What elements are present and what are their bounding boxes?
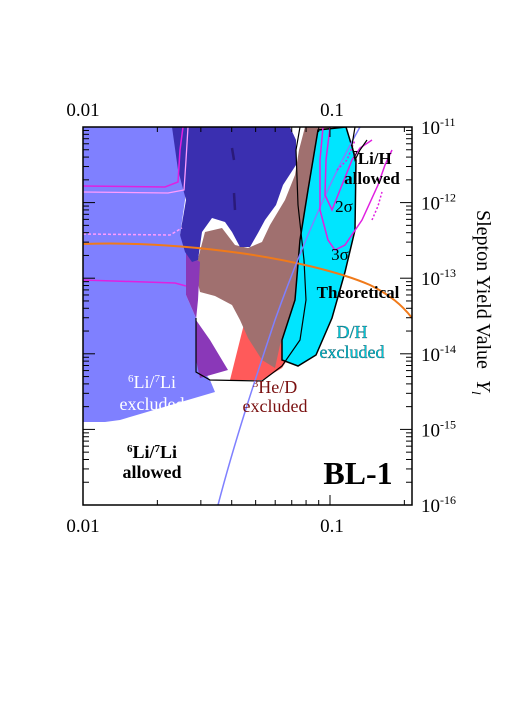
- label-li67-allowed-2: allowed: [122, 462, 181, 482]
- label-he3d-excluded: 3He/D: [253, 377, 298, 397]
- li67-contour-mid: [83, 227, 183, 236]
- region-purple-overlap: [180, 235, 228, 378]
- y-tick-labels: 10-11 10-12 10-13 10-14 10-15 10-16: [421, 115, 456, 517]
- label-he3d-excluded-2: excluded: [243, 396, 308, 416]
- label-li7h-allowed: 7Li/H: [352, 149, 392, 168]
- region-li67-excluded: [83, 127, 215, 422]
- y-axis-label: Slepton Yield Value Yl: [469, 210, 494, 395]
- li7h-contour-2sigma: [324, 127, 373, 212]
- x-tick-label-top-2: 0.1: [320, 100, 344, 121]
- x-ticks: [82, 127, 405, 505]
- li67-contour-upper: [83, 127, 184, 188]
- label-dh-excluded-2: excluded: [320, 342, 385, 362]
- x-tick-label-bottom-1: 0.01: [66, 516, 99, 537]
- y-tick-label: 10-11: [421, 115, 456, 139]
- li67-contour-lower: [83, 279, 187, 287]
- y-tick-label: 10-12: [421, 191, 456, 215]
- label-theoretical: Theoretical: [317, 283, 400, 302]
- dark-mark: [232, 192, 237, 211]
- y-tick-label: 10-15: [421, 417, 456, 441]
- y-tick-label: 10-16: [421, 493, 456, 517]
- label-li67-excluded: 6Li/7Li: [128, 372, 176, 392]
- x-tick-label-bottom-2: 0.1: [320, 516, 344, 537]
- label-dh-excluded: D/H: [337, 322, 368, 342]
- label-li67-allowed: 6Li/7Li: [127, 442, 177, 462]
- y-ticks: [83, 129, 412, 506]
- plot-frame: [82, 126, 413, 506]
- li67-bound-line: [217, 127, 361, 505]
- label-panel: BL-1: [323, 455, 392, 491]
- label-two-sigma: 2σ: [335, 197, 353, 216]
- y-tick-label: 10-13: [421, 266, 456, 290]
- x-tick-label-top-1: 0.01: [66, 100, 99, 121]
- he3d-contour: [195, 127, 307, 382]
- li7h-contour-3sigma: [319, 127, 393, 251]
- label-li7h-allowed-2: allowed: [344, 169, 400, 188]
- li67-contour-upper-2: [83, 127, 189, 194]
- theoretical-curve: [83, 242, 412, 319]
- plot-area: [83, 127, 412, 505]
- li7h-contour-outer: [351, 127, 368, 162]
- region-brown-overlap: [195, 127, 330, 368]
- dark-mark: [230, 147, 236, 161]
- label-li67-excluded-2: excluded: [120, 394, 185, 414]
- y-tick-label: 10-14: [421, 342, 456, 366]
- region-dh-excluded: [281, 127, 357, 367]
- label-three-sigma: 3σ: [331, 245, 349, 264]
